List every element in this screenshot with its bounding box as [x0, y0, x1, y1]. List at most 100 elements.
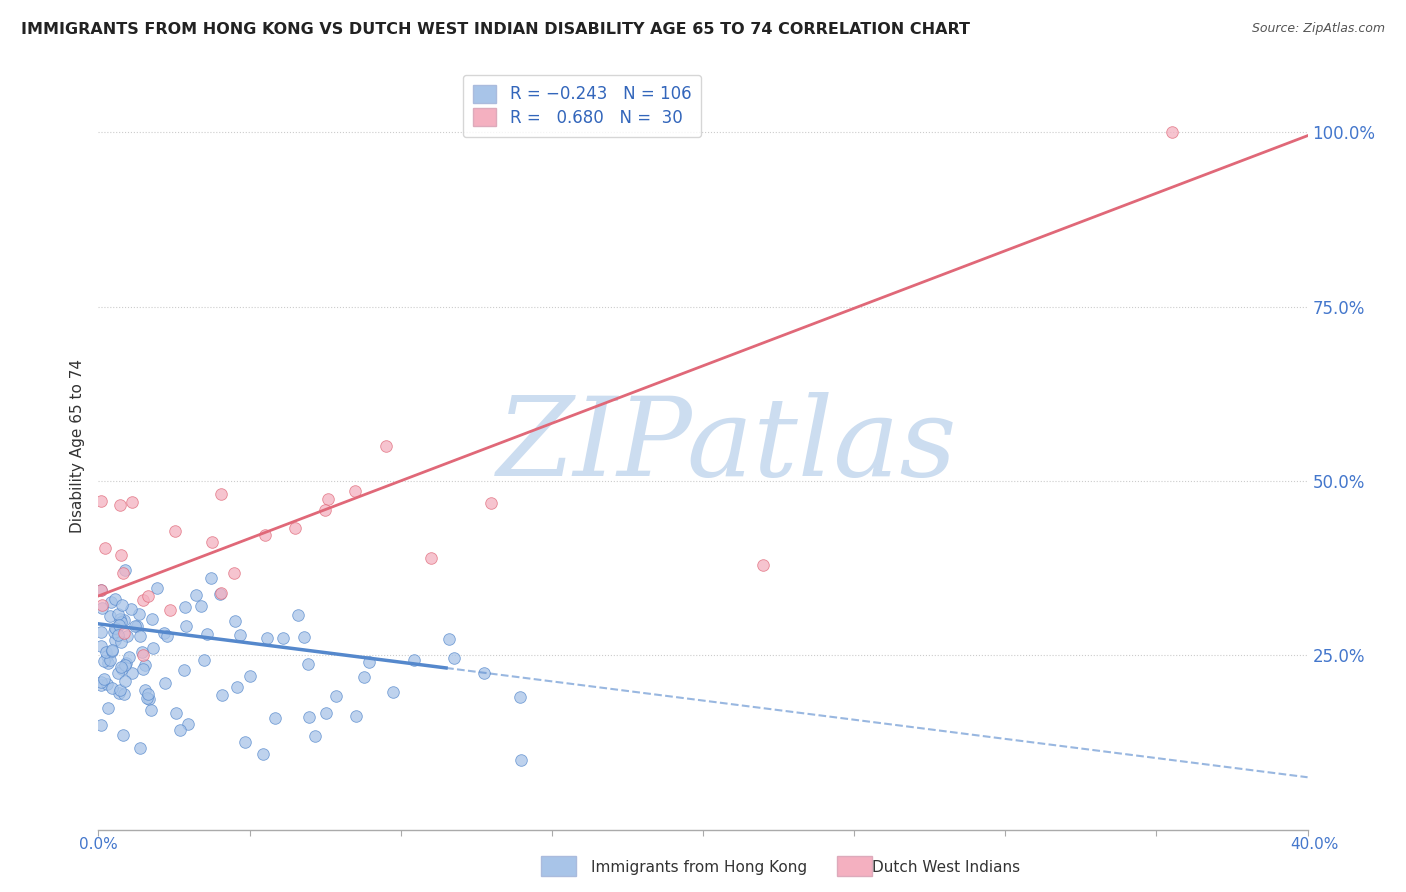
Point — [121, 494, 143, 508]
Point — [98, 609, 121, 624]
Point — [110, 682, 132, 697]
Point — [107, 617, 129, 632]
Point — [110, 635, 132, 649]
Point — [235, 735, 257, 749]
Point — [316, 491, 339, 506]
Point — [90, 598, 112, 612]
Point — [169, 723, 191, 737]
Point — [481, 496, 503, 510]
Point — [141, 612, 163, 626]
Point — [153, 625, 176, 640]
Point — [225, 680, 247, 694]
Point — [90, 675, 112, 690]
Point — [111, 566, 134, 581]
Point — [193, 653, 215, 667]
Point — [112, 613, 135, 627]
Text: Source: ZipAtlas.com: Source: ZipAtlas.com — [1251, 22, 1385, 36]
Point — [208, 587, 231, 601]
Point — [100, 595, 122, 609]
Point — [107, 607, 129, 621]
Point — [292, 630, 315, 644]
Point — [209, 585, 232, 599]
Point — [90, 582, 112, 597]
Point — [184, 588, 207, 602]
Point — [374, 439, 396, 453]
Point — [173, 663, 195, 677]
Point — [195, 627, 218, 641]
Point — [314, 503, 336, 517]
Point — [256, 631, 278, 645]
Legend: R = −0.243   N = 106, R =   0.680   N =  30: R = −0.243 N = 106, R = 0.680 N = 30 — [463, 75, 702, 137]
Point — [443, 651, 465, 665]
Point — [264, 711, 287, 725]
Point — [201, 535, 224, 549]
Point — [110, 612, 132, 626]
Point — [108, 686, 131, 700]
Point — [209, 487, 232, 501]
Point — [190, 599, 212, 613]
Point — [509, 690, 531, 705]
Point — [101, 643, 124, 657]
Point — [136, 691, 159, 706]
Point — [253, 528, 276, 542]
Point — [325, 690, 347, 704]
Point — [112, 687, 135, 701]
Point — [287, 607, 309, 622]
Point — [117, 629, 139, 643]
Point — [239, 668, 262, 682]
Point — [112, 625, 135, 640]
Point — [90, 601, 112, 615]
Point — [104, 633, 127, 648]
Point — [90, 639, 112, 653]
Point — [224, 614, 246, 628]
Point — [129, 629, 152, 643]
Point — [110, 599, 132, 613]
Point — [97, 656, 120, 670]
Text: Dutch West Indians: Dutch West Indians — [872, 860, 1019, 874]
Point — [110, 660, 132, 674]
Point — [96, 649, 118, 664]
Point — [96, 677, 118, 691]
Point — [111, 662, 134, 676]
Point — [136, 687, 159, 701]
Point — [136, 590, 159, 604]
Point — [90, 582, 112, 597]
Point — [420, 550, 443, 565]
Point — [200, 572, 222, 586]
Point — [155, 676, 177, 690]
Point — [114, 658, 136, 673]
Point — [128, 741, 150, 756]
Text: IMMIGRANTS FROM HONG KONG VS DUTCH WEST INDIAN DISABILITY AGE 65 TO 74 CORRELATI: IMMIGRANTS FROM HONG KONG VS DUTCH WEST … — [21, 22, 970, 37]
Point — [98, 653, 121, 667]
Point — [353, 670, 375, 684]
Point — [101, 643, 124, 657]
Point — [381, 684, 404, 698]
Point — [132, 662, 155, 676]
Point — [298, 709, 321, 723]
Point — [297, 657, 319, 671]
Point — [273, 632, 295, 646]
Text: 40.0%: 40.0% — [1291, 838, 1339, 852]
Point — [107, 665, 129, 680]
Point — [437, 632, 460, 647]
Point — [177, 716, 200, 731]
Point — [118, 650, 141, 665]
Point — [146, 581, 169, 595]
FancyBboxPatch shape — [541, 856, 576, 876]
Text: ZIPatlas: ZIPatlas — [496, 392, 957, 500]
Point — [132, 593, 155, 607]
Point — [114, 674, 136, 689]
Point — [93, 672, 115, 686]
Point — [104, 623, 127, 637]
Point — [111, 728, 134, 742]
Point — [174, 599, 197, 614]
Point — [159, 603, 181, 617]
Point — [90, 624, 112, 639]
Point — [284, 521, 307, 535]
Point — [134, 658, 156, 673]
Point — [110, 548, 132, 562]
Point — [90, 493, 112, 508]
Point — [472, 666, 495, 681]
Point — [124, 619, 146, 633]
Point — [304, 729, 326, 743]
